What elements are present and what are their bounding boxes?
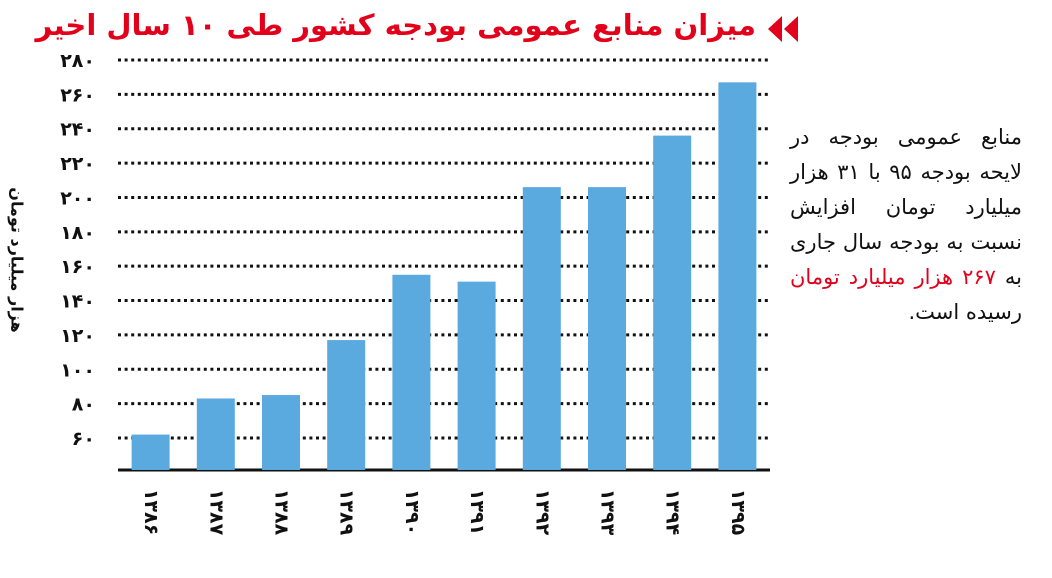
y-tick-label: ۲۰۰ [60, 187, 95, 209]
x-tick-label: ۱۳۸۸ [271, 489, 293, 536]
bars [131, 82, 757, 471]
bar [718, 82, 757, 470]
x-tick-label: ۱۳۹۱ [466, 489, 488, 535]
x-axis-ticks: ۱۳۸۶ ۱۳۸۷ ۱۳۸۸ ۱۳۸۹ ۱۳۹۰ ۱۳۹۱ ۱۳۹۲ ۱۳۹۳ ۱۳۹۴ ۱۳۹۵ [140, 489, 749, 536]
y-tick-label: ۲۲۰ [60, 153, 95, 175]
y-axis-label-text: هزار میلیارد تومان [8, 187, 27, 332]
y-tick-label: ۱۸۰ [60, 222, 95, 244]
bar [131, 434, 170, 470]
bar [327, 340, 366, 470]
bar [457, 281, 496, 470]
chart-title: میزان منابع عمومی بودجه کشور طی ۱۰ سال ا… [36, 4, 800, 48]
x-tick-label: ۱۳۹۳ [597, 489, 619, 536]
y-tick-label: ۲۴۰ [60, 119, 95, 141]
double-arrow-icon [768, 16, 798, 42]
y-tick-label: ۲۶۰ [60, 84, 95, 106]
y-tick-label: ۲۸۰ [60, 50, 95, 72]
y-tick-label: ۸۰ [72, 394, 95, 416]
x-tick-label: ۱۳۸۹ [336, 489, 358, 536]
x-tick-label: ۱۳۸۷ [205, 489, 227, 536]
x-tick-label: ۱۳۹۰ [401, 489, 423, 535]
x-tick-label: ۱۳۹۲ [531, 489, 553, 536]
x-tick-label: ۱۳۸۶ [140, 489, 162, 535]
bar [588, 187, 626, 471]
note-highlight: ۲۶۷ هزار میلیارد تومان [790, 265, 996, 289]
y-axis-ticks: ۶۰ ۸۰ ۱۰۰ ۱۲۰ ۱۴۰ ۱۶۰ ۱۸۰ ۲۰۰ ۲۲۰ ۲۴۰ ۲۶۰ ۲۸۰ [60, 50, 95, 450]
y-tick-label: ۱۴۰ [60, 291, 95, 313]
chart-title-text: میزان منابع عمومی بودجه کشور طی ۱۰ سال ا… [35, 8, 756, 42]
x-tick-label: ۱۳۹۵ [727, 489, 749, 536]
y-tick-label: ۶۰ [72, 428, 95, 450]
note-text-2: رسیده است. [908, 300, 1022, 324]
bar [262, 395, 300, 470]
y-axis-label: هزار میلیارد تومان [8, 187, 27, 332]
y-tick-label: ۱۰۰ [60, 359, 95, 381]
x-tick-label: ۱۳۹۴ [662, 489, 684, 535]
note-text-1: منابع عمومی بودجه در لایحه بودجه ۹۵ با ۳… [790, 125, 1022, 289]
y-tick-label: ۱۲۰ [60, 325, 95, 347]
bar [653, 135, 692, 470]
bar [392, 274, 431, 470]
y-tick-label: ۱۶۰ [60, 256, 95, 278]
bar [522, 187, 561, 471]
bar [196, 398, 235, 470]
budget-note: منابع عمومی بودجه در لایحه بودجه ۹۵ با ۳… [790, 120, 1022, 330]
